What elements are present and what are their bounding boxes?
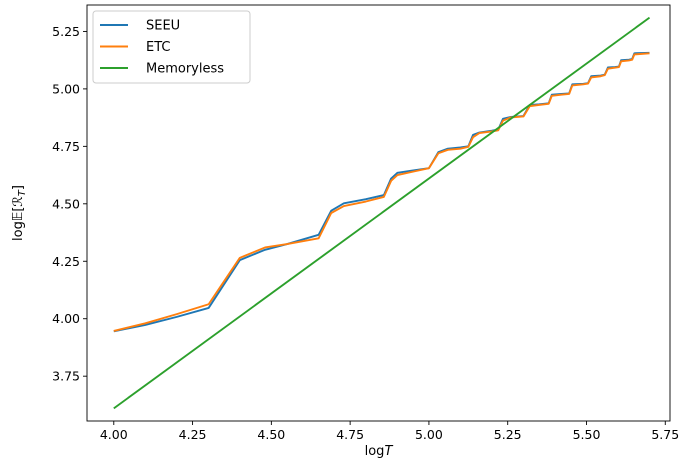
y-axis-label: log𝔼[ℛT] — [11, 185, 28, 241]
x-tick-label: 5.50 — [573, 427, 601, 442]
x-tick-label: 4.75 — [336, 427, 364, 442]
y-tick-label: 5.00 — [52, 81, 80, 96]
plot-frame — [86, 4, 671, 422]
plot-area — [86, 4, 671, 422]
legend-label-memoryless: Memoryless — [146, 62, 224, 77]
x-axis: 4.00 4.25 4.50 4.75 5.00 5.25 5.50 5.75 — [100, 421, 679, 442]
y-tick-label: 4.75 — [52, 139, 80, 154]
x-tick-label: 4.25 — [179, 427, 207, 442]
x-tick-label: 5.00 — [415, 427, 443, 442]
x-tick-label: 4.00 — [100, 427, 128, 442]
x-tick-label: 4.50 — [257, 427, 285, 442]
y-tick-label: 4.50 — [52, 196, 80, 211]
legend-label-etc: ETC — [146, 40, 170, 55]
series-line-memoryless — [113, 16, 651, 410]
y-tick-label: 4.25 — [52, 254, 80, 269]
y-tick-label: 4.00 — [52, 311, 80, 326]
x-tick-label: 5.75 — [651, 427, 679, 442]
x-axis-label: logT — [365, 444, 394, 459]
y-tick-label: 5.25 — [52, 24, 80, 39]
legend-label-seeu: SEEU — [146, 19, 180, 34]
y-axis: 3.75 4.00 4.25 4.50 4.75 5.00 5.25 — [52, 24, 87, 384]
legend: SEEU ETC Memoryless — [92, 10, 251, 84]
x-tick-label: 5.25 — [494, 427, 522, 442]
y-tick-label: 3.75 — [52, 369, 80, 384]
series-line-etc — [113, 52, 650, 332]
legend-frame — [92, 10, 251, 84]
